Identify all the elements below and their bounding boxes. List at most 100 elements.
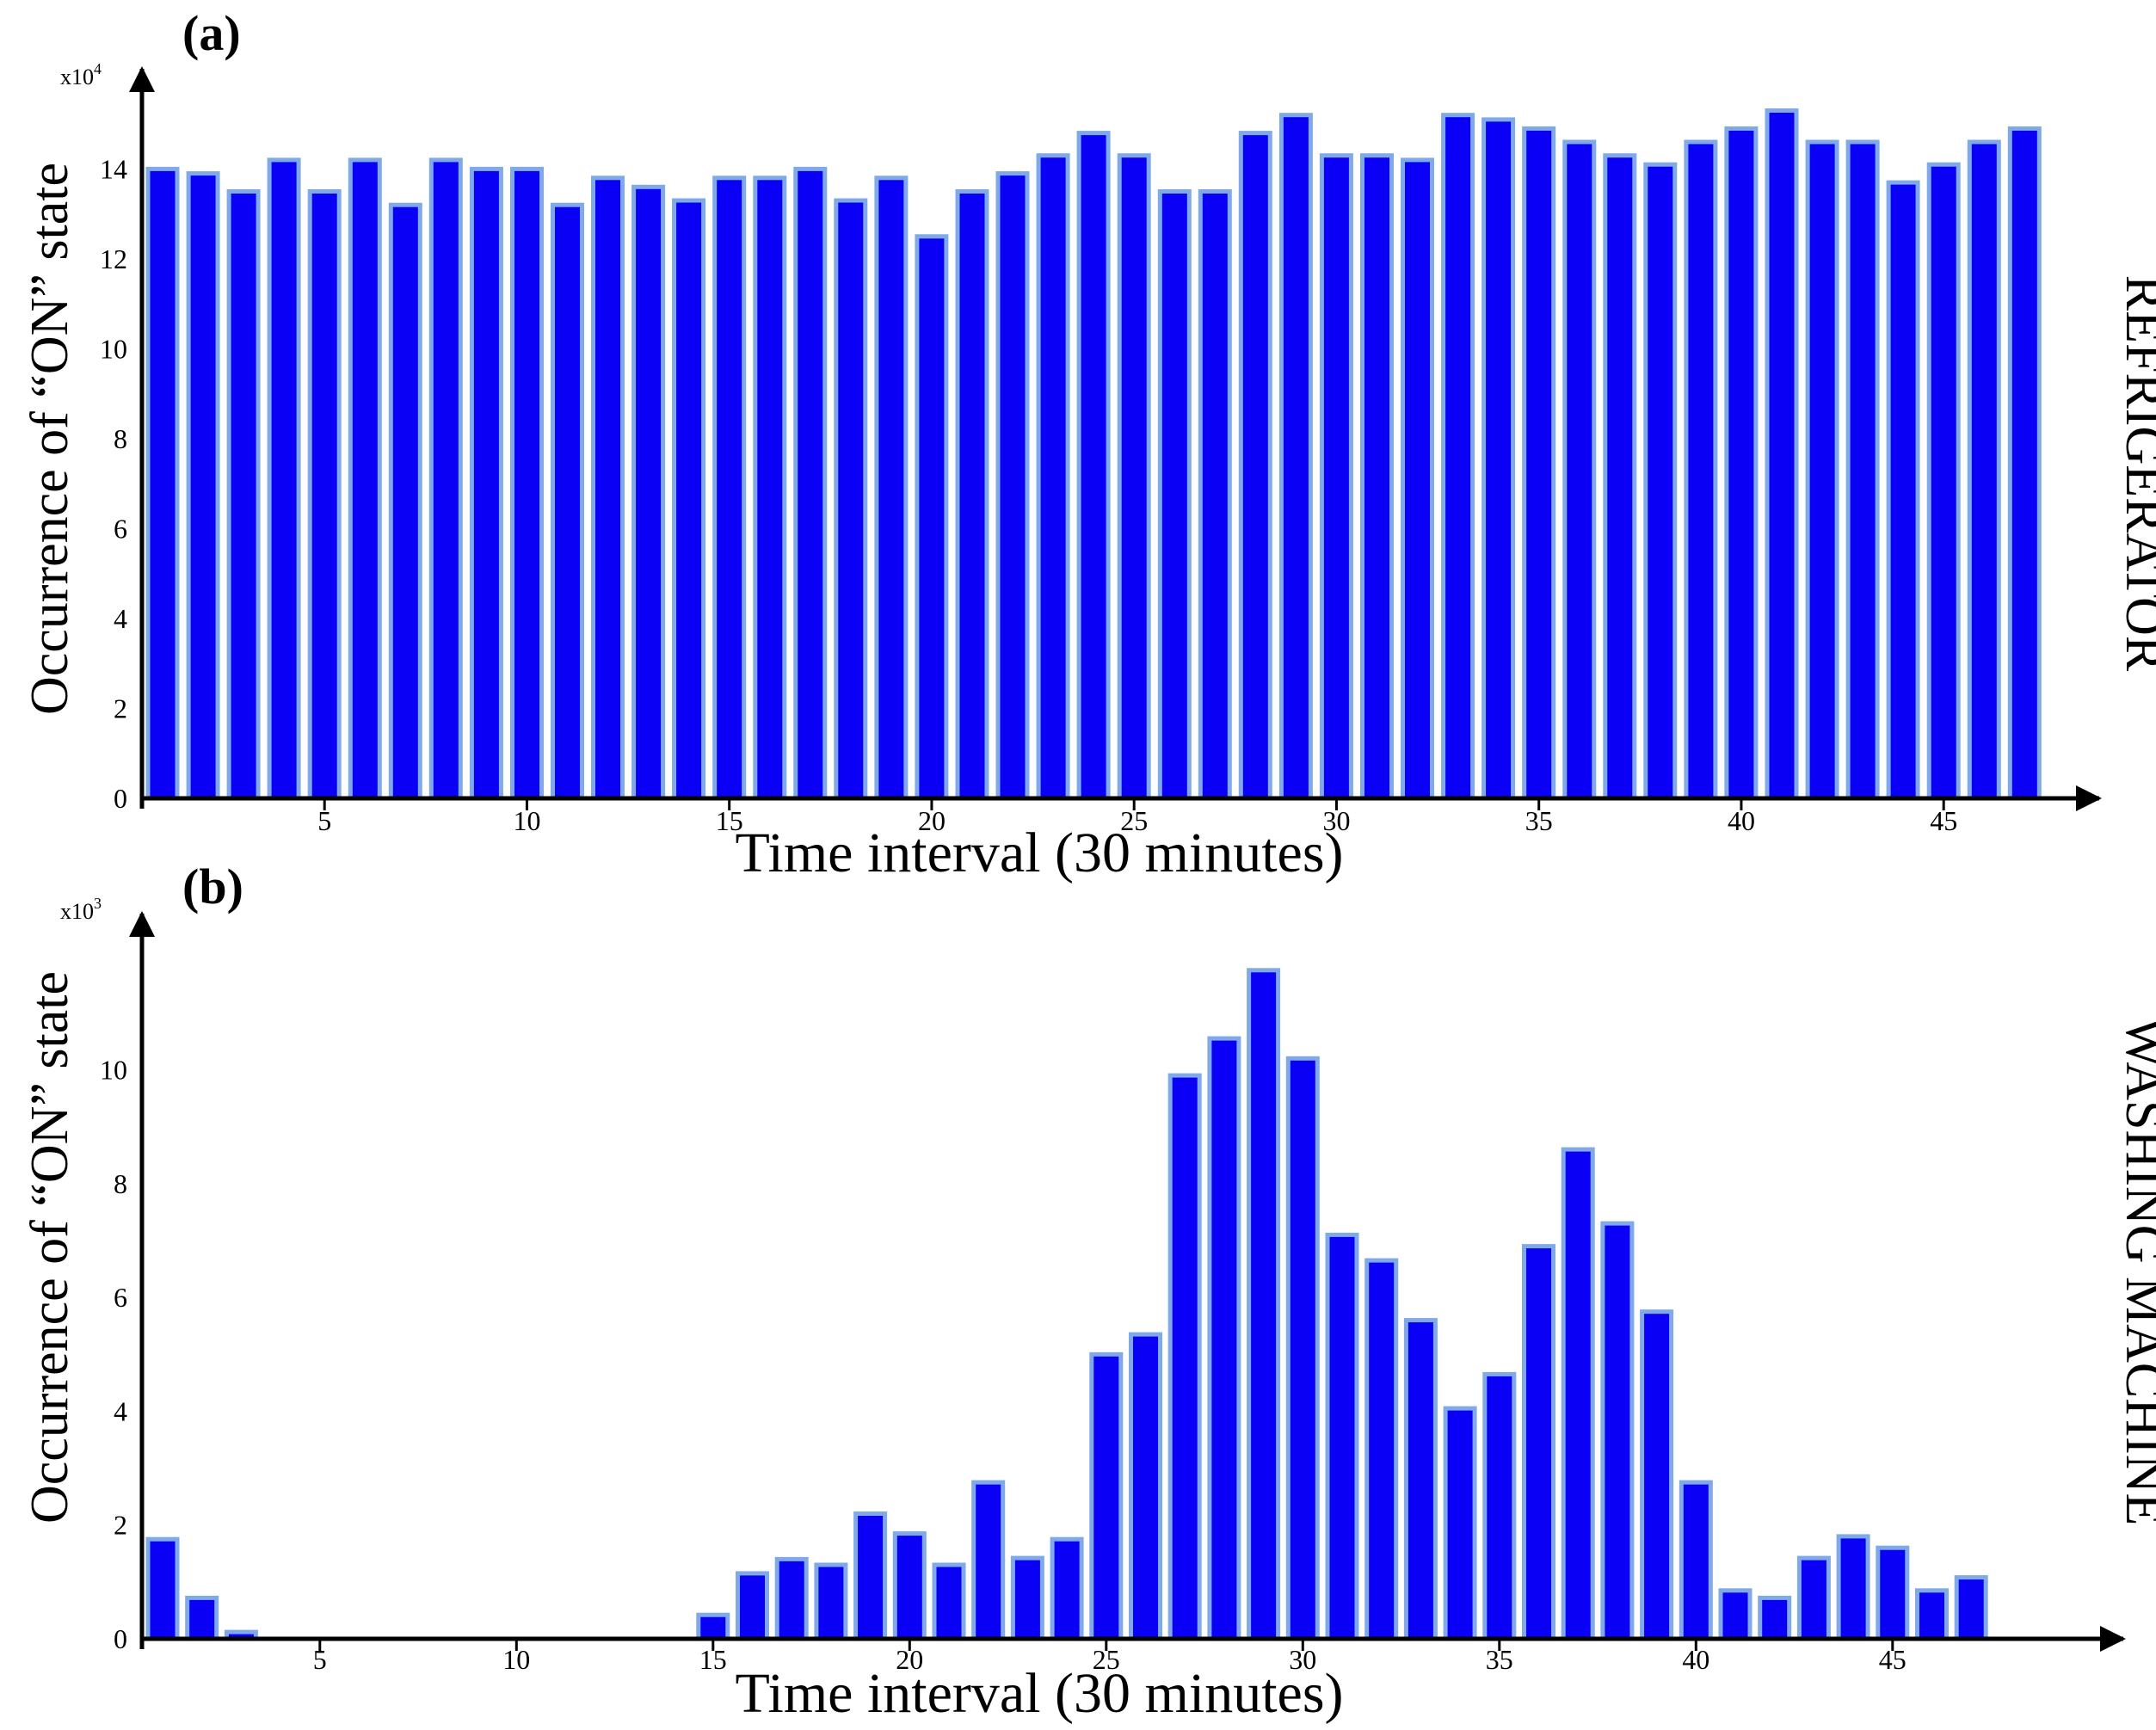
- y-tick-label: 2: [114, 693, 127, 723]
- bar-22: [995, 171, 1030, 801]
- bar-28: [1238, 131, 1272, 801]
- bar-46: [1967, 139, 2001, 801]
- bar-39: [1684, 139, 1718, 801]
- bar-45: [1876, 1545, 1910, 1641]
- y-tick-label: 8: [114, 1168, 127, 1199]
- bar-35: [1522, 126, 1556, 801]
- bar-28: [1207, 1036, 1241, 1641]
- x-tick-label: 45: [1930, 805, 1957, 836]
- x-tick-label: 25: [1093, 1644, 1120, 1675]
- bar-20: [915, 234, 949, 801]
- bar-43: [1796, 1555, 1831, 1641]
- panel-label: (a): [182, 5, 241, 61]
- bar-42: [1805, 139, 1839, 801]
- bar-16: [736, 1571, 769, 1641]
- x-tick-label: 40: [1728, 805, 1755, 836]
- bar-19: [874, 175, 909, 801]
- bar-8: [428, 157, 463, 801]
- bar-12: [591, 175, 625, 801]
- y-tick-label: 0: [114, 1623, 127, 1654]
- bar-21: [932, 1562, 966, 1641]
- bar-38: [1643, 162, 1678, 801]
- bar-45: [1926, 162, 1961, 801]
- bar-23: [1036, 153, 1070, 801]
- bar-36: [1562, 139, 1597, 801]
- bar-7: [388, 202, 422, 801]
- bar-1: [145, 1536, 180, 1641]
- bar-32: [1401, 157, 1434, 801]
- bar-36: [1522, 1244, 1555, 1641]
- bar-30: [1285, 1056, 1320, 1641]
- bar-44: [1836, 1534, 1870, 1641]
- x-tick-label: 10: [513, 805, 540, 836]
- bar-15: [696, 1612, 730, 1641]
- y-tick-label: 4: [114, 603, 127, 634]
- bar-1: [145, 166, 180, 801]
- bar-9: [469, 166, 503, 801]
- bar-20: [892, 1531, 927, 1641]
- bar-41: [1765, 108, 1799, 801]
- bar-39: [1640, 1309, 1674, 1641]
- washing-machine-chart: 5 10 15 20 25 30 35 40 45 0 2 4 6 8 10 x103 (b) Occurrenc…: [21, 859, 2156, 1725]
- bar-42: [1758, 1595, 1792, 1641]
- x-axis-label: Time interval (30 minutes): [736, 1662, 1344, 1725]
- x-tick-label: 15: [699, 1644, 727, 1675]
- x-tick-label: 10: [502, 1644, 530, 1675]
- y-tick-label: 10: [100, 1055, 127, 1086]
- x-tick-label: 15: [716, 805, 743, 836]
- bar-47: [2007, 126, 2042, 801]
- bar-19: [853, 1511, 888, 1641]
- bar-37: [1561, 1147, 1595, 1641]
- bar-29: [1278, 113, 1313, 801]
- y-tick-label: 2: [114, 1510, 127, 1541]
- bar-46: [1915, 1588, 1949, 1641]
- x-tick-label: 45: [1879, 1644, 1907, 1675]
- bar-32: [1364, 1258, 1399, 1641]
- y-tick-label: 6: [114, 513, 127, 544]
- bar-14: [672, 198, 706, 801]
- bar-15: [712, 175, 747, 801]
- bar-22: [971, 1480, 1006, 1641]
- bar-21: [955, 189, 989, 801]
- x-tick-label: 30: [1322, 805, 1350, 836]
- y-tick-label: 10: [100, 333, 127, 364]
- bar-29: [1247, 968, 1281, 1641]
- x-tick-label: 35: [1525, 805, 1553, 836]
- bar-16: [753, 175, 787, 801]
- bar-3: [226, 189, 261, 801]
- bar-5: [307, 189, 342, 801]
- bar-34: [1481, 117, 1516, 801]
- y-axis-label: Occurrence of “ON” state: [21, 971, 79, 1524]
- bar-41: [1718, 1588, 1753, 1641]
- bar-18: [834, 198, 868, 801]
- bar-38: [1600, 1221, 1635, 1641]
- bar-26: [1129, 1332, 1162, 1641]
- bar-25: [1117, 153, 1151, 801]
- bar-6: [348, 157, 382, 801]
- refrigerator-chart: 5 10 15 20 25 30 35 40 45 0 2 4 6 8 10 12 14 x104 (a) Occur…: [21, 5, 2156, 884]
- bar-44: [1886, 180, 1920, 801]
- bar-11: [551, 202, 584, 801]
- y-axis-label: Occurrence of “ON” state: [21, 163, 79, 715]
- bar-37: [1603, 153, 1637, 801]
- y-tick-label: 14: [100, 153, 127, 184]
- bar-47: [1954, 1575, 1988, 1641]
- bar-17: [774, 1556, 809, 1641]
- bar-40: [1724, 126, 1759, 801]
- x-axis-label: Time interval (30 minutes): [736, 822, 1344, 884]
- y-tick-label: 4: [114, 1395, 127, 1426]
- x-tick-label: 20: [896, 1644, 923, 1675]
- bar-31: [1360, 153, 1394, 801]
- y-multiplier: x104: [60, 60, 102, 89]
- appliance-title: REFRIGERATOR: [2115, 275, 2156, 672]
- y-multiplier: x103: [60, 895, 102, 924]
- x-tick-label: 25: [1120, 805, 1148, 836]
- x-tick-label: 35: [1486, 1644, 1513, 1675]
- x-tick-label: 40: [1682, 1644, 1709, 1675]
- y-tick-label: 0: [114, 783, 127, 814]
- bar-24: [1050, 1536, 1084, 1641]
- bar-27: [1198, 189, 1232, 801]
- y-tick-label: 6: [114, 1282, 127, 1313]
- x-tick-label: 30: [1289, 1644, 1316, 1675]
